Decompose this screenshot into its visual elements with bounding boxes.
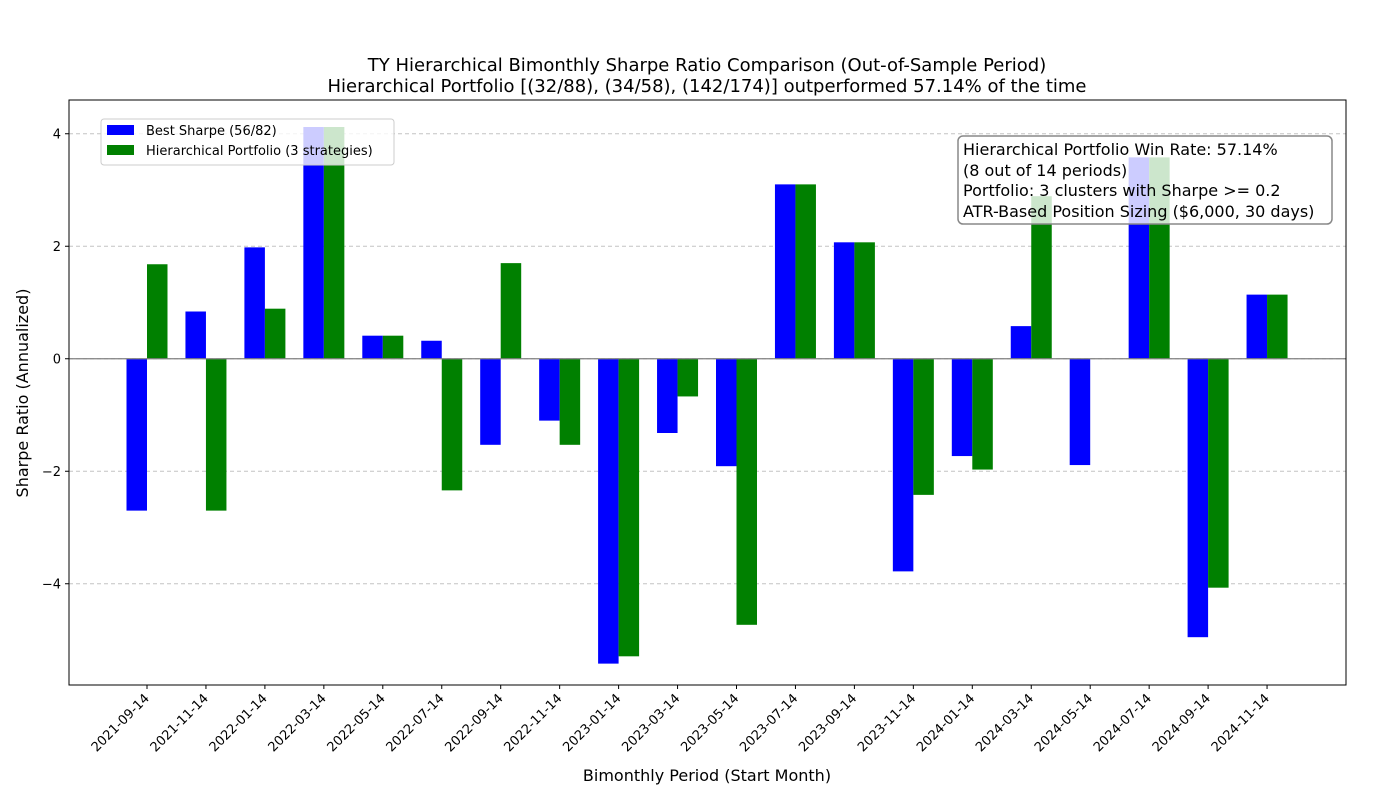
annotation-line-sizing: ATR-Based Position Sizing ($6,000, 30 da… <box>963 202 1314 221</box>
y-tick-label: 2 <box>53 240 61 255</box>
x-tick-label: 2022-03-14 <box>266 691 330 755</box>
legend: Best Sharpe (56/82) Hierarchical Portfol… <box>100 118 395 166</box>
bar-best-sharpe <box>1069 358 1091 466</box>
x-axis-ticks: 2021-09-142021-11-142022-01-142022-03-14… <box>89 685 1273 755</box>
bar-hierarchical-portfolio <box>972 358 993 470</box>
bar-best-sharpe <box>244 247 265 359</box>
chart-title-line-2: Hierarchical Portfolio [(32/88), (34/58)… <box>327 76 1086 97</box>
bar-best-sharpe <box>774 184 796 359</box>
bar-hierarchical-portfolio <box>677 358 699 397</box>
bar-hierarchical-portfolio <box>500 263 522 359</box>
bar-hierarchical-portfolio <box>854 242 875 359</box>
bar-best-sharpe <box>303 127 324 359</box>
bar-hierarchical-portfolio <box>323 127 345 359</box>
bar-best-sharpe <box>480 358 501 445</box>
bar-hierarchical-portfolio <box>1267 294 1288 359</box>
bar-hierarchical-portfolio <box>205 358 227 511</box>
bar-best-sharpe <box>539 358 560 421</box>
y-tick-label: 4 <box>53 127 61 142</box>
x-tick-label: 2023-09-14 <box>796 691 860 755</box>
x-tick-label: 2024-11-14 <box>1209 691 1273 755</box>
x-tick-label: 2024-09-14 <box>1150 691 1214 755</box>
y-axis-label: Sharpe Ratio (Annualized) <box>13 289 32 498</box>
bar-hierarchical-portfolio <box>382 335 404 359</box>
x-tick-label: 2022-01-14 <box>207 691 271 755</box>
x-tick-label: 2021-09-14 <box>89 691 153 755</box>
x-tick-label: 2022-09-14 <box>442 691 506 755</box>
bar-best-sharpe <box>598 358 619 664</box>
x-axis-label: Bimonthly Period (Start Month) <box>583 766 831 785</box>
x-tick-label: 2023-01-14 <box>560 691 624 755</box>
x-tick-label: 2022-11-14 <box>501 691 565 755</box>
annotation-line-periods: (8 out of 14 periods) <box>963 161 1127 180</box>
x-tick-label: 2023-03-14 <box>619 691 683 755</box>
bar-hierarchical-portfolio <box>147 264 168 359</box>
bar-hierarchical-portfolio <box>559 358 581 445</box>
plot-frame <box>68 99 1347 686</box>
bar-best-sharpe <box>657 358 678 433</box>
bar-hierarchical-portfolio <box>441 358 463 491</box>
bar-hierarchical-portfolio <box>913 358 934 495</box>
y-tick-label: −4 <box>42 577 61 592</box>
x-tick-label: 2022-07-14 <box>384 691 448 755</box>
x-tick-label: 2023-11-14 <box>855 691 919 755</box>
legend-label-hierarchical-portfolio: Hierarchical Portfolio (3 strategies) <box>146 144 373 159</box>
x-tick-label: 2021-11-14 <box>148 691 212 755</box>
bars <box>126 127 1288 664</box>
bar-best-sharpe <box>421 340 442 359</box>
x-tick-label: 2023-05-14 <box>678 691 742 755</box>
legend-swatch-best-sharpe <box>107 125 134 135</box>
annotation-line-clusters: Portfolio: 3 clusters with Sharpe >= 0.2 <box>963 181 1281 200</box>
bar-best-sharpe <box>1187 358 1209 638</box>
bar-hierarchical-portfolio <box>618 358 640 657</box>
bar-best-sharpe <box>951 358 973 457</box>
x-tick-label: 2024-01-14 <box>914 691 978 755</box>
bar-hierarchical-portfolio <box>795 184 816 359</box>
y-tick-label: −2 <box>42 465 61 480</box>
x-tick-label: 2024-07-14 <box>1091 691 1155 755</box>
legend-box <box>100 118 395 166</box>
x-tick-label: 2023-07-14 <box>737 691 801 755</box>
y-axis-ticks: −4 −2 0 2 4 <box>42 127 69 592</box>
bar-best-sharpe <box>1010 326 1032 359</box>
bar-best-sharpe <box>716 358 737 467</box>
bar-best-sharpe <box>892 358 914 572</box>
win-rate-annotation: Hierarchical Portfolio Win Rate: 57.14% … <box>957 135 1333 225</box>
y-tick-label: 0 <box>53 352 61 367</box>
bar-best-sharpe <box>126 358 147 511</box>
x-tick-label: 2024-05-14 <box>1032 691 1096 755</box>
bar-hierarchical-portfolio <box>1031 196 1052 359</box>
annotation-line-win-rate: Hierarchical Portfolio Win Rate: 57.14% <box>963 140 1278 159</box>
annotation-box <box>957 135 1333 225</box>
bar-best-sharpe <box>1246 294 1268 359</box>
bar-best-sharpe <box>185 311 206 359</box>
bar-hierarchical-portfolio <box>1208 358 1229 588</box>
bar-best-sharpe <box>833 242 855 359</box>
x-tick-label: 2022-05-14 <box>325 691 389 755</box>
x-tick-label: 2024-03-14 <box>973 691 1037 755</box>
bar-best-sharpe <box>362 335 383 359</box>
legend-swatch-hierarchical-portfolio <box>107 145 134 155</box>
bar-hierarchical-portfolio <box>736 358 757 625</box>
chart-title-line-1: TY Hierarchical Bimonthly Sharpe Ratio C… <box>367 55 1046 76</box>
bar-hierarchical-portfolio <box>264 308 286 359</box>
legend-label-best-sharpe: Best Sharpe (56/82) <box>146 124 277 139</box>
